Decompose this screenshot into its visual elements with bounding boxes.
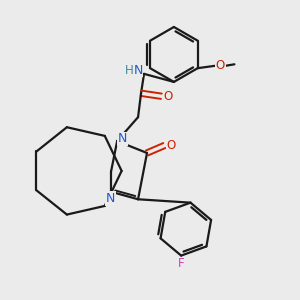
Text: H: H <box>125 64 134 77</box>
Text: F: F <box>178 257 184 271</box>
Text: O: O <box>163 90 172 103</box>
Text: O: O <box>216 59 225 72</box>
Text: N: N <box>134 64 143 77</box>
Text: O: O <box>166 139 176 152</box>
Text: N: N <box>106 192 115 205</box>
Text: N: N <box>118 132 127 145</box>
